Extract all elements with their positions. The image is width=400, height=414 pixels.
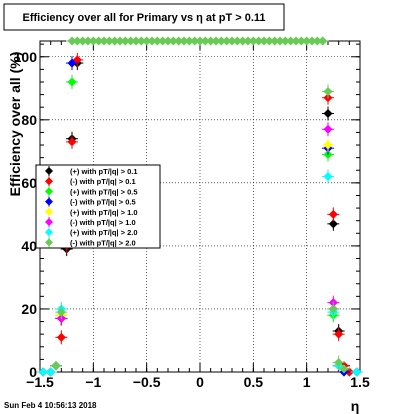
title-box: Efficiency over all for Primary vs η at … xyxy=(3,3,285,31)
y-axis-label: Efficiency over all (%) xyxy=(7,52,23,197)
legend-label: (-) with pT/|q| > 0.1 xyxy=(70,177,136,186)
legend-marker xyxy=(45,228,53,237)
data-point xyxy=(323,86,333,96)
legend-label: (-) with pT/|q| > 2.0 xyxy=(70,238,136,247)
data-point xyxy=(67,77,77,87)
legend-entry: (-) with pT/|q| > 0.5 xyxy=(45,196,136,207)
legend-label: (+) with pT/|q| > 1.0 xyxy=(70,208,138,217)
data-point xyxy=(323,109,333,119)
legend-label: (+) with pT/|q| > 0.5 xyxy=(70,187,138,196)
legend-entry: (-) with pT/|q| > 1.0 xyxy=(45,217,136,227)
legend-entry: (-) with pT/|q| > 2.0 xyxy=(45,237,136,248)
data-point xyxy=(67,137,77,147)
legend-marker xyxy=(45,218,53,226)
legend-label: (-) with pT/|q| > 0.5 xyxy=(70,198,136,207)
legend-entry: (+) with pT/|q| > 0.5 xyxy=(45,186,138,197)
data-point xyxy=(323,140,333,150)
x-tick-label: 0 xyxy=(196,374,204,390)
data-point xyxy=(352,367,362,377)
x-tick-label: 1.5 xyxy=(350,374,370,390)
data-point xyxy=(56,307,66,317)
y-tick-label: 60 xyxy=(21,175,37,191)
x-axis-label: η xyxy=(351,398,360,414)
y-tick-label: 80 xyxy=(21,112,37,128)
x-tick-label: 1 xyxy=(303,374,311,390)
legend-marker xyxy=(45,207,53,216)
data-point xyxy=(334,358,344,368)
data-series xyxy=(37,36,363,377)
y-tick-labels: 0 20 40 60 80 100 xyxy=(14,49,38,380)
data-point xyxy=(46,367,56,377)
data-point xyxy=(323,172,333,182)
y-tick-label: 100 xyxy=(14,49,38,65)
x-tick-label: −0.5 xyxy=(133,374,161,390)
y-tick-label: 40 xyxy=(21,238,37,254)
legend-marker xyxy=(45,177,53,186)
x-tick-label: −1 xyxy=(85,374,101,390)
legend-marker xyxy=(45,187,53,196)
data-point xyxy=(334,329,344,339)
x-tick-labels: −1.5 −1 −0.5 0 0.5 1 1.5 xyxy=(26,374,370,390)
legend-marker xyxy=(45,238,53,247)
data-point xyxy=(56,332,66,342)
data-point xyxy=(51,361,61,371)
data-point xyxy=(328,209,338,219)
legend-marker xyxy=(45,167,53,175)
legend-label: (-) with pT/|q| > 1.0 xyxy=(70,218,136,227)
date-stamp: Sun Feb 4 10:56:13 2018 xyxy=(4,401,97,410)
data-point xyxy=(328,219,338,229)
legend-entry: (+) with pT/|q| > 2.0 xyxy=(45,227,138,238)
y-tick-label: 0 xyxy=(29,364,37,380)
legend-label: (+) with pT/|q| > 2.0 xyxy=(70,228,138,237)
data-point xyxy=(328,304,338,314)
x-tick-label: 0.5 xyxy=(244,374,264,390)
data-point xyxy=(67,58,77,68)
legend: (+) with pT/|q| > 0.1(-) with pT/|q| > 0… xyxy=(35,164,161,249)
legend-entry: (+) with pT/|q| > 1.0 xyxy=(45,206,138,217)
legend-entry: (-) with pT/|q| > 0.1 xyxy=(45,176,136,187)
data-point xyxy=(38,367,48,377)
data-point xyxy=(323,124,333,134)
x-tick-label: −1.5 xyxy=(26,374,54,390)
data-point xyxy=(339,364,349,374)
legend-entry: (+) with pT/|q| > 0.1 xyxy=(45,166,138,176)
chart-title: Efficiency over all for Primary vs η at … xyxy=(22,12,265,24)
legend-label: (+) with pT/|q| > 0.1 xyxy=(70,167,138,176)
y-tick-label: 20 xyxy=(21,301,37,317)
legend-marker xyxy=(45,197,53,206)
data-point xyxy=(318,36,328,46)
